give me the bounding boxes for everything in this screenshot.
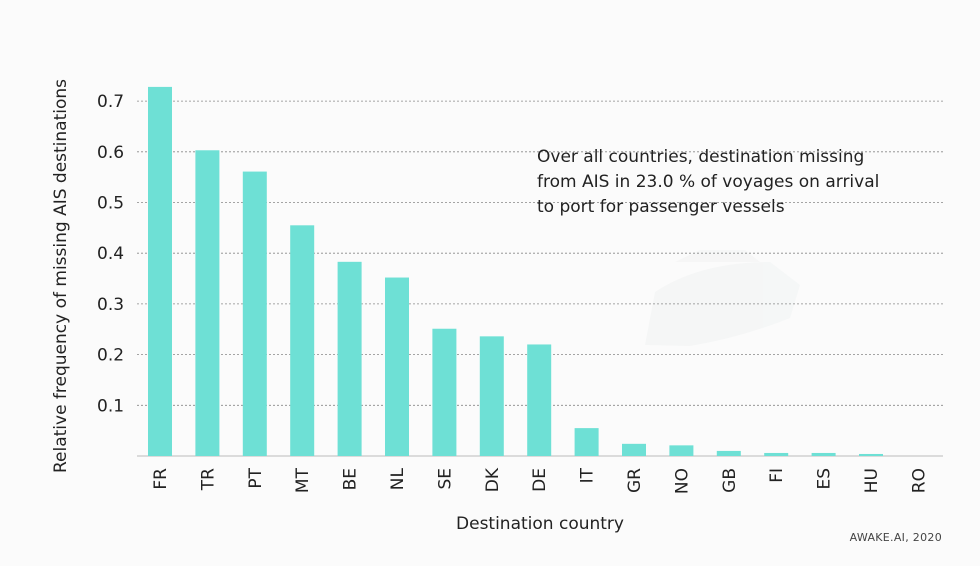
x-tick-label-gr: GR: [625, 468, 645, 493]
x-tick-label-ro: RO: [909, 468, 929, 493]
x-tick-label-es: ES: [815, 468, 835, 490]
bar-se: [432, 328, 457, 456]
x-tick-labels: FR TR PT MT BE NL SE DK DE IT GR NO GB FI ES HU RO: [151, 467, 929, 494]
y-tick-label: 0.2: [97, 346, 124, 366]
annotation-line-1: Over all countries, destination missing: [537, 147, 864, 167]
bar-gb: [716, 450, 741, 456]
x-tick-label-mt: MT: [293, 467, 313, 493]
bar-fi: [764, 452, 789, 456]
y-tick-label: 0.4: [97, 244, 124, 264]
ship-watermark-icon: [645, 250, 800, 346]
bar-hu: [859, 453, 883, 456]
y-tick-label: 0.7: [97, 92, 124, 112]
bar-it: [574, 428, 599, 456]
bar-nl: [385, 277, 409, 456]
y-tick-label: 0.5: [97, 194, 124, 214]
x-tick-label-dk: DK: [483, 467, 503, 492]
credit-text: AWAKE.AI, 2020: [850, 531, 942, 544]
x-tick-label-tr: TR: [198, 468, 218, 491]
bar-es: [811, 452, 836, 456]
bar-de: [527, 344, 552, 456]
x-tick-label-fi: FI: [767, 468, 787, 483]
x-tick-label-no: NO: [672, 468, 692, 494]
annotation-line-2: from AIS in 23.0 % of voyages on arrival: [537, 172, 879, 192]
bar-tr: [195, 150, 220, 457]
y-tick-labels: 0.1 0.2 0.3 0.4 0.5 0.6 0.7: [97, 92, 124, 416]
bar-mt: [290, 225, 315, 456]
y-axis-title: Relative frequency of missing AIS destin…: [51, 79, 71, 473]
x-tick-label-hu: HU: [862, 468, 882, 493]
y-tick-label: 0.3: [97, 295, 124, 315]
bar-dk: [479, 336, 504, 456]
x-tick-label-de: DE: [530, 468, 550, 492]
x-axis-title: Destination country: [456, 514, 624, 534]
bar-fr: [148, 86, 172, 457]
y-tick-label: 0.6: [97, 143, 124, 163]
bar-gr: [622, 443, 646, 456]
x-tick-label-pt: PT: [246, 467, 266, 488]
bar-no: [669, 445, 694, 456]
x-tick-label-gb: GB: [720, 468, 740, 493]
bars: [148, 86, 883, 457]
x-tick-label-be: BE: [341, 468, 361, 490]
x-tick-label-fr: FR: [151, 468, 171, 490]
annotation-line-3: to port for passenger vessels: [537, 197, 785, 217]
y-tick-label: 0.1: [97, 396, 124, 416]
x-tick-label-se: SE: [435, 468, 455, 490]
bar-pt: [242, 171, 267, 456]
x-tick-label-it: IT: [578, 467, 598, 483]
bar-be: [337, 261, 362, 456]
x-tick-label-nl: NL: [388, 467, 408, 490]
